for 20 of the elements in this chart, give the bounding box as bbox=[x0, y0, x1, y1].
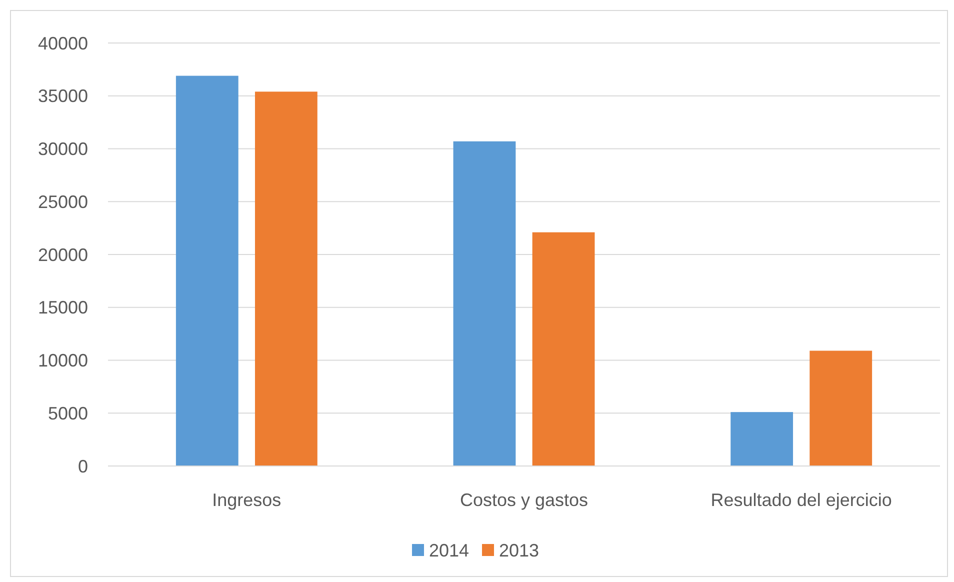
bar bbox=[176, 76, 238, 466]
x-tick-label: Resultado del ejercicio bbox=[710, 490, 892, 510]
bar bbox=[810, 350, 872, 466]
y-tick-label: 5000 bbox=[48, 403, 88, 424]
y-tick-label: 25000 bbox=[38, 192, 88, 212]
y-tick-label: 40000 bbox=[38, 33, 88, 54]
y-tick-label: 30000 bbox=[38, 139, 88, 160]
y-tick-label: 15000 bbox=[38, 298, 88, 318]
legend-label: 2013 bbox=[499, 540, 540, 560]
x-tick-label: Costos y gastos bbox=[460, 490, 588, 510]
bar bbox=[532, 232, 595, 466]
y-tick-label: 20000 bbox=[38, 244, 88, 265]
bar bbox=[730, 412, 794, 466]
x-tick-label: Ingresos bbox=[212, 490, 282, 510]
bar bbox=[453, 141, 516, 466]
y-tick-label: 35000 bbox=[38, 86, 88, 106]
bar bbox=[254, 92, 318, 466]
y-tick-label: 10000 bbox=[38, 350, 88, 371]
legend-label: 2014 bbox=[429, 540, 470, 560]
y-tick-label: 0 bbox=[78, 456, 88, 476]
